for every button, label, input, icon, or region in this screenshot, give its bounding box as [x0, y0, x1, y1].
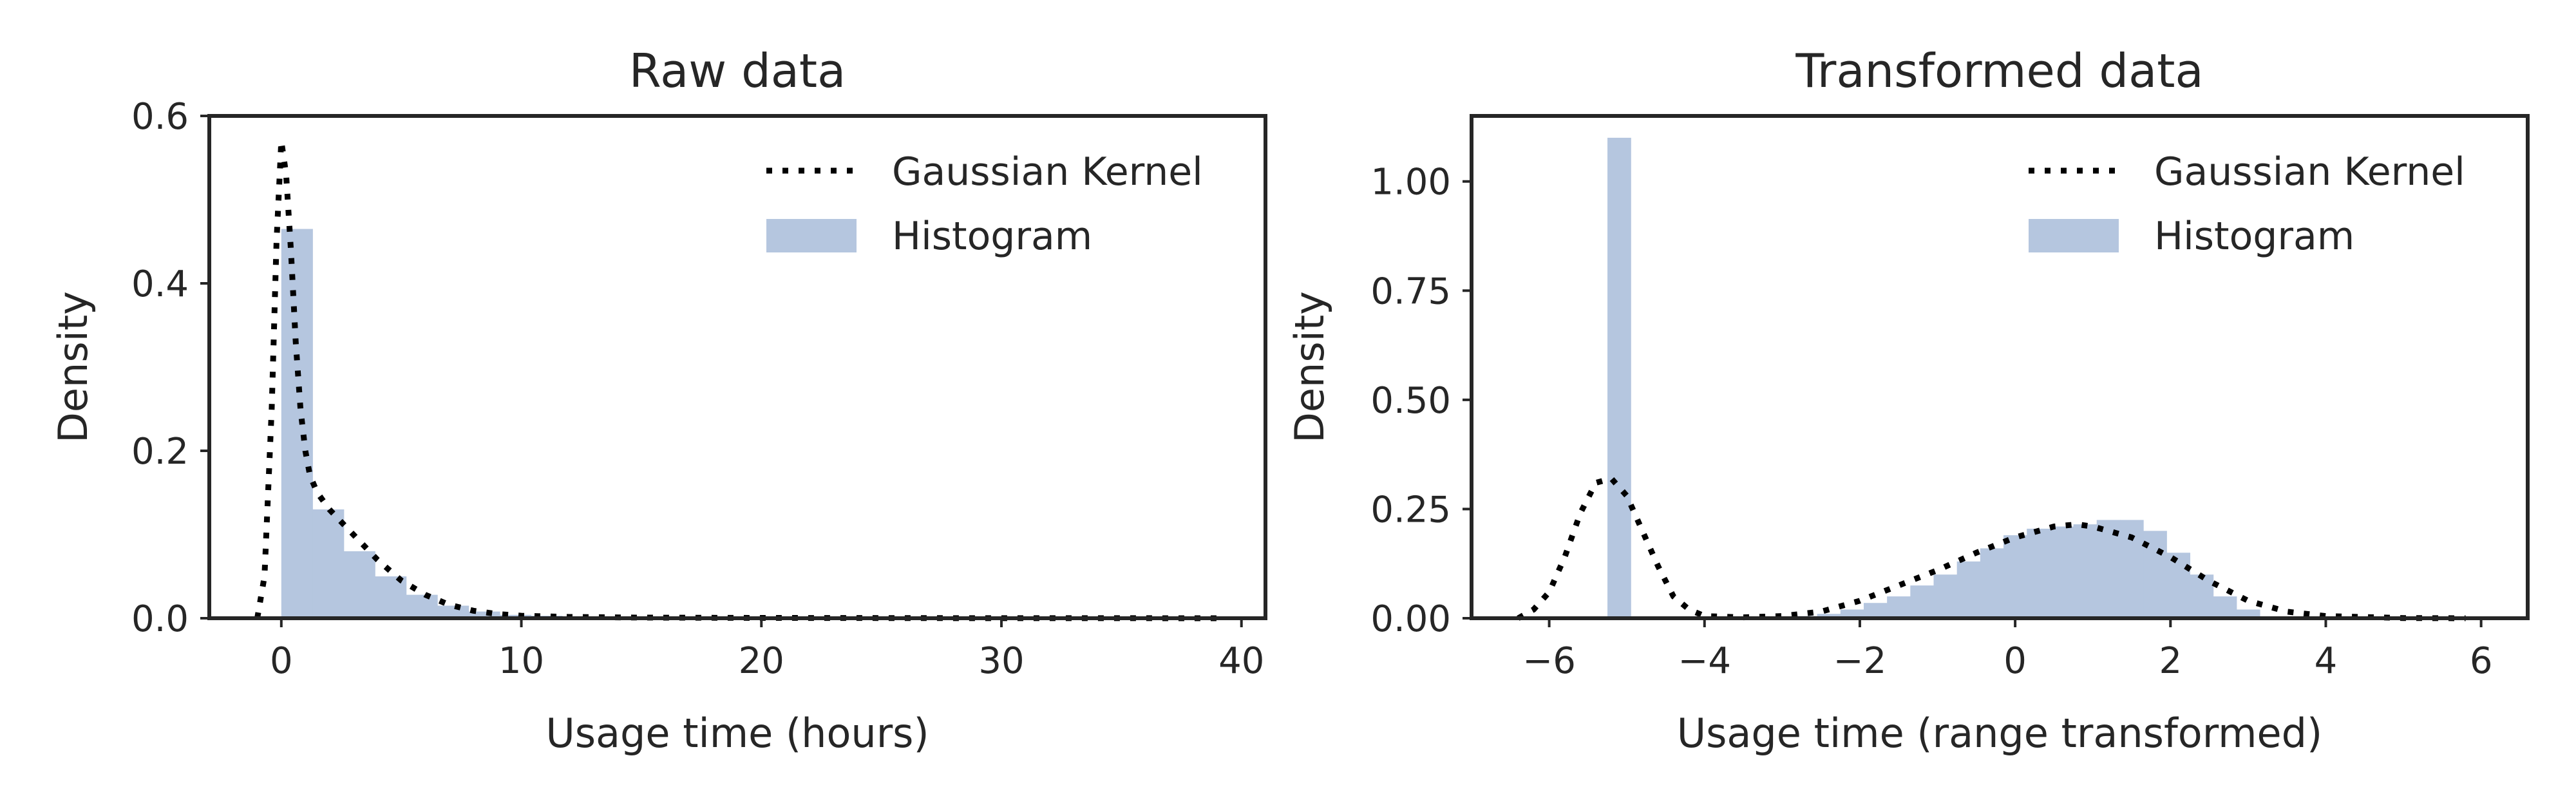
histogram-bar — [1817, 614, 1841, 618]
legend-histogram-swatch — [2029, 219, 2119, 252]
y-axis-label: Density — [1286, 291, 1333, 443]
x-tick-label: −2 — [1833, 640, 1887, 682]
x-tick-label: 10 — [498, 640, 544, 682]
x-tick-label: 20 — [739, 640, 784, 682]
y-tick-label: 0.50 — [1370, 380, 1451, 422]
y-axis-label: Density — [50, 291, 97, 443]
chart-title: Transformed data — [1795, 44, 2203, 98]
y-tick-label: 0.75 — [1370, 270, 1451, 312]
legend-histogram-label: Histogram — [892, 214, 1092, 259]
histogram-bar — [1910, 585, 1935, 618]
histogram-bar — [468, 611, 500, 618]
histogram-bar — [1607, 137, 1631, 619]
histogram-bar — [2096, 520, 2121, 618]
histogram-bar — [2003, 535, 2027, 618]
x-tick-label: 6 — [2470, 640, 2493, 682]
x-tick-label: 4 — [2315, 640, 2338, 682]
histogram-bar — [2166, 553, 2191, 618]
panel-transformed-data: Transformed data −6 −4 −2 0 2 4 6 0.00 0.25 0.50… — [1286, 44, 2530, 757]
histogram-bar — [2050, 526, 2074, 618]
kde-line — [1517, 475, 2466, 621]
x-axis-label: Usage time (range transformed) — [1677, 710, 2322, 757]
legend: Gaussian Kernel Histogram — [766, 149, 1203, 259]
chart-title: Raw data — [629, 44, 846, 98]
histogram-bar — [2073, 524, 2098, 618]
y-tick-label: 0.25 — [1370, 489, 1451, 531]
x-axis-ticks: 0 10 20 30 40 — [270, 618, 1264, 682]
histogram-bar — [375, 576, 407, 618]
legend-histogram-swatch — [766, 219, 857, 252]
histogram-bar — [1840, 609, 1864, 618]
histogram-bar — [406, 594, 438, 618]
histogram-bar — [1863, 603, 1888, 618]
histogram-bar — [1887, 596, 1911, 618]
histogram-bar — [2190, 574, 2214, 618]
x-axis-label: Usage time (hours) — [545, 710, 929, 757]
panel-raw-data: Raw data 0 10 20 30 40 0.0 0.2 0.4 0.6 Usage ti… — [50, 44, 1267, 757]
histogram-bar — [343, 551, 375, 618]
histogram-bar — [437, 605, 469, 618]
x-tick-label: −4 — [1678, 640, 1731, 682]
axes-frame — [207, 114, 1267, 620]
x-tick-label: 40 — [1218, 640, 1264, 682]
histogram-bar — [1980, 548, 2004, 618]
plot-area — [281, 229, 1218, 618]
y-tick-label: 0.00 — [1370, 598, 1451, 640]
y-axis-ticks: 0.0 0.2 0.4 0.6 — [131, 96, 209, 640]
x-tick-label: 2 — [2159, 640, 2182, 682]
histogram-bar — [2236, 609, 2260, 618]
legend-histogram-label: Histogram — [2154, 214, 2354, 259]
y-tick-label: 0.6 — [131, 96, 189, 138]
y-tick-label: 0.0 — [131, 598, 189, 640]
y-axis-ticks: 0.00 0.25 0.50 0.75 1.00 — [1370, 162, 1472, 640]
x-tick-label: 30 — [978, 640, 1024, 682]
x-tick-label: 0 — [270, 640, 293, 682]
x-axis-ticks: −6 −4 −2 0 2 4 6 — [1522, 618, 2492, 682]
histogram-bar — [2213, 596, 2237, 618]
kde-series-line — [1517, 475, 2466, 621]
y-tick-label: 0.4 — [131, 263, 189, 305]
legend-kde-label: Gaussian Kernel — [2154, 149, 2465, 194]
kde-line — [254, 140, 1218, 621]
legend: Gaussian Kernel Histogram — [2029, 149, 2465, 259]
histogram-bar — [2027, 528, 2050, 618]
kde-series-line — [254, 140, 1218, 621]
x-tick-label: 0 — [2003, 640, 2027, 682]
y-tick-label: 0.2 — [131, 431, 189, 473]
y-tick-label: 1.00 — [1370, 162, 1451, 204]
legend-kde-label: Gaussian Kernel — [892, 149, 1203, 194]
x-tick-label: −6 — [1522, 640, 1576, 682]
histogram-bar — [312, 509, 345, 618]
histogram-bar — [1956, 561, 1981, 618]
plot-area — [1607, 137, 2260, 619]
histogram-bar — [281, 229, 313, 618]
axes-frame — [1470, 114, 2530, 620]
histogram-bar — [1933, 574, 1958, 618]
